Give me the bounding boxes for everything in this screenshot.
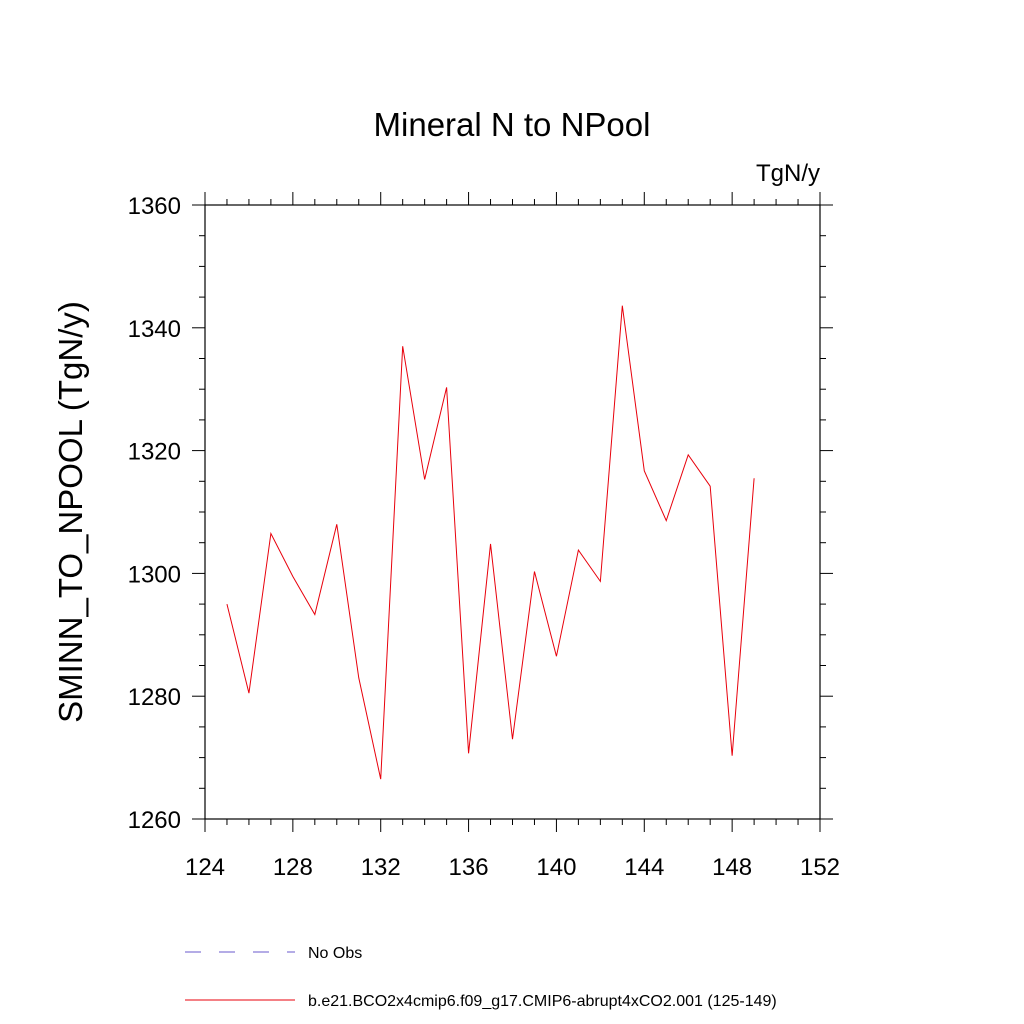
x-tick-label: 148 [712, 854, 752, 881]
y-tick-label: 1260 [128, 807, 181, 834]
x-tick-label: 132 [361, 854, 401, 881]
y-tick-label: 1360 [128, 193, 181, 220]
legend: No Obs b.e21.BCO2x4cmip6.f09_g17.CMIP6-a… [185, 945, 777, 1010]
y-tick-label: 1300 [128, 561, 181, 588]
x-tick-label: 152 [800, 854, 840, 881]
chart-title: Mineral N to NPool [374, 106, 651, 143]
units-label: TgN/y [756, 160, 820, 187]
legend-label-model-run: b.e21.BCO2x4cmip6.f09_g17.CMIP6-abrupt4x… [308, 993, 777, 1010]
x-tick-label: 136 [449, 854, 489, 881]
axis-tick-labels: 124 128 132 136 140 144 148 152 1260 1280 1300 1320… [128, 193, 840, 881]
x-tick-label: 144 [624, 854, 664, 881]
legend-label-no-obs: No Obs [308, 945, 362, 962]
series-group [226, 305, 755, 780]
x-tick-label: 124 [185, 854, 225, 881]
plot-frame [204, 204, 821, 820]
y-tick-label: 1320 [128, 439, 181, 466]
x-tick-label: 128 [273, 854, 313, 881]
x-tick-label: 140 [536, 854, 576, 881]
axis-ticks [192, 192, 833, 832]
y-axis-label: SMINN_TO_NPOOL (TgN/y) [52, 301, 89, 723]
y-tick-label: 1280 [128, 684, 181, 711]
series-line-0 [226, 305, 755, 780]
y-tick-label: 1340 [128, 316, 181, 343]
